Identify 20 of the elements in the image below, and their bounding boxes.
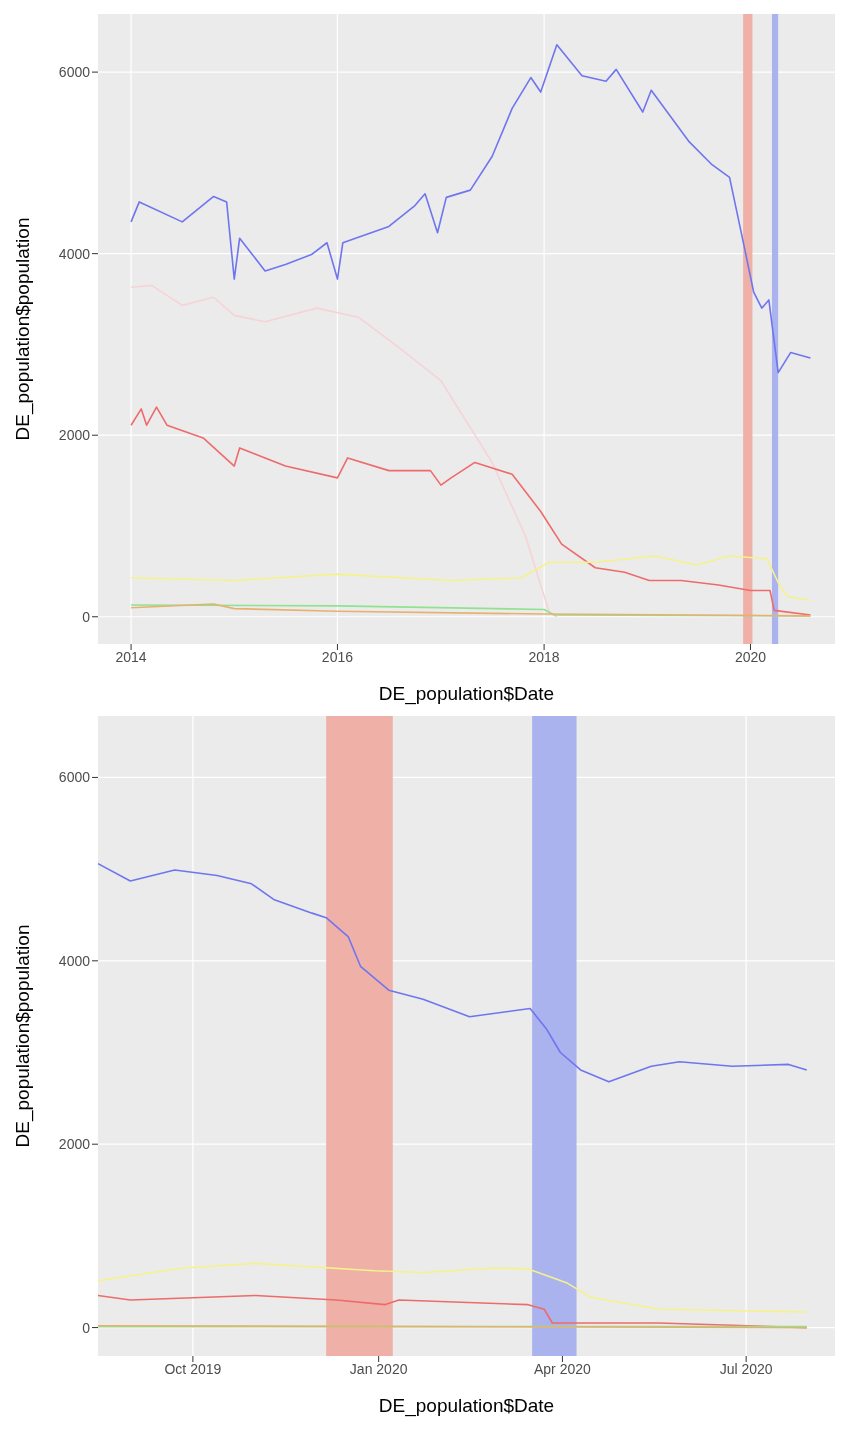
y-axis-title: DE_population$population — [11, 924, 34, 1148]
y-tick-label: 2000 — [58, 1136, 91, 1153]
x-tick-label: 2020 — [734, 648, 767, 665]
x-tick-label: Jul 2020 — [719, 1360, 773, 1377]
x-tick-label: 2016 — [321, 648, 354, 665]
x-axis-title: DE_population$Date — [378, 1395, 555, 1417]
y-tick-label: 0 — [82, 608, 91, 625]
y-tick-label: 2000 — [58, 427, 91, 444]
y-tick-label: 6000 — [58, 769, 91, 786]
y-tick-label: 4000 — [58, 245, 91, 262]
x-tick-label: 2018 — [528, 648, 560, 665]
y-tick-label: 0 — [82, 1319, 91, 1336]
x-axis-title: DE_population$Date — [378, 683, 555, 705]
y-axis-title: DE_population$population — [11, 217, 34, 441]
x-tick-label: Oct 2019 — [164, 1360, 222, 1377]
y-tick-label: 4000 — [58, 952, 91, 969]
y-tick-label: 6000 — [58, 64, 91, 81]
x-tick-label: Apr 2020 — [534, 1360, 592, 1377]
x-tick-label: Jan 2020 — [349, 1360, 408, 1377]
x-tick-label: 2014 — [115, 648, 147, 665]
